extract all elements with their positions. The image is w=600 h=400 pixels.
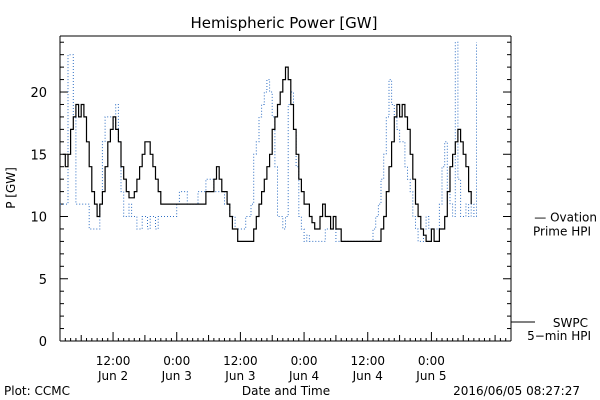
y-axis: 0 5 10 15 20 (30, 41, 511, 350)
series-swpc-hpi (62, 66, 472, 242)
plot-frame (59, 35, 512, 342)
y-tick-label: 0 (39, 335, 47, 350)
series-line-ovation (60, 41, 477, 242)
legend-ovation-line2: Prime HPI (533, 225, 591, 239)
chart-title: Hemispheric Power [GW] (191, 14, 378, 32)
x-tick-time-label: 12:00 (223, 354, 258, 368)
footer-credit: Plot: CCMC (4, 384, 70, 398)
x-tick-date-label: Jun 3 (224, 369, 255, 383)
y-tick-label: 20 (30, 86, 47, 101)
y-tick-label: 5 (39, 273, 47, 288)
x-tick-time-label: 12:00 (350, 354, 385, 368)
series-line-swpc (62, 66, 472, 242)
legend-ovation-line1: — Ovation (534, 211, 597, 225)
legend-swpc-line1: SWPC (553, 316, 588, 330)
x-tick-time-label: 0:00 (291, 354, 318, 368)
x-tick-time-label: 12:00 (96, 354, 131, 368)
x-tick-time-label: 0:00 (418, 354, 445, 368)
series-ovation-prime-hpi (60, 41, 477, 242)
y-axis-label: P [GW] (4, 167, 18, 209)
footer-timestamp: 2016/06/05 08:27:27 (453, 384, 580, 398)
x-tick-date-label: Jun 3 (161, 369, 192, 383)
x-tick-date-label: Jun 2 (97, 369, 128, 383)
x-tick-date-label: Jun 5 (415, 369, 446, 383)
x-tick-date-label: Jun 4 (352, 369, 383, 383)
x-tick-date-label: Jun 4 (288, 369, 319, 383)
y-tick-label: 15 (30, 148, 47, 163)
x-tick-time-label: 0:00 (163, 354, 190, 368)
x-axis-label: Date and Time (242, 384, 330, 398)
y-tick-label: 10 (30, 211, 47, 226)
legend-swpc-line2: 5−min HPI (527, 329, 591, 343)
